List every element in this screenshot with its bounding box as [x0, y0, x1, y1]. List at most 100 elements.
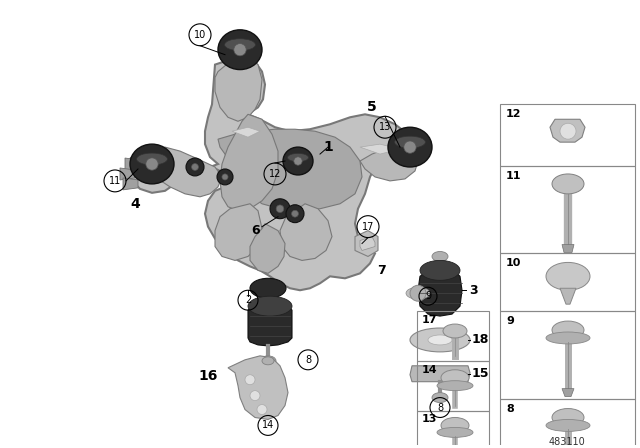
- Text: 8: 8: [305, 355, 311, 365]
- Bar: [500, 311, 635, 399]
- Text: 17: 17: [362, 222, 374, 232]
- Polygon shape: [550, 119, 585, 142]
- Text: 4: 4: [130, 197, 140, 211]
- Text: 15: 15: [471, 367, 489, 380]
- Polygon shape: [562, 389, 574, 396]
- Bar: [417, 410, 489, 448]
- Text: 11: 11: [506, 171, 522, 181]
- Circle shape: [186, 158, 204, 176]
- Circle shape: [292, 210, 298, 217]
- Bar: [500, 104, 635, 166]
- Text: 14: 14: [262, 420, 274, 431]
- Circle shape: [404, 141, 416, 153]
- Polygon shape: [360, 147, 418, 181]
- Polygon shape: [220, 114, 278, 211]
- Polygon shape: [135, 147, 222, 197]
- Ellipse shape: [283, 147, 313, 175]
- Text: 13: 13: [379, 122, 391, 132]
- Polygon shape: [360, 237, 375, 250]
- Text: 3: 3: [470, 284, 478, 297]
- Polygon shape: [410, 366, 470, 382]
- Text: 483110: 483110: [548, 437, 586, 448]
- Polygon shape: [360, 144, 400, 154]
- Polygon shape: [128, 58, 418, 290]
- Circle shape: [234, 43, 246, 56]
- Text: 12: 12: [506, 109, 522, 119]
- Circle shape: [257, 405, 267, 414]
- Polygon shape: [250, 224, 285, 273]
- Circle shape: [276, 205, 284, 212]
- Text: 1: 1: [323, 140, 333, 154]
- Circle shape: [222, 174, 228, 180]
- Text: 8: 8: [506, 404, 514, 414]
- Text: 10: 10: [506, 258, 522, 268]
- Ellipse shape: [437, 427, 473, 437]
- Ellipse shape: [437, 381, 473, 391]
- Circle shape: [146, 158, 158, 170]
- Ellipse shape: [552, 409, 584, 426]
- Circle shape: [217, 169, 233, 185]
- Text: 7: 7: [378, 264, 387, 277]
- Text: 10: 10: [194, 30, 206, 40]
- Bar: [417, 311, 489, 361]
- Ellipse shape: [250, 278, 286, 298]
- Bar: [500, 166, 635, 254]
- Polygon shape: [355, 231, 378, 256]
- Circle shape: [245, 375, 255, 385]
- Text: 18: 18: [471, 333, 489, 346]
- Text: 12: 12: [269, 169, 281, 179]
- Circle shape: [191, 164, 198, 170]
- Text: 14: 14: [422, 365, 438, 375]
- Circle shape: [286, 205, 304, 223]
- Bar: [500, 254, 635, 311]
- Polygon shape: [215, 204, 262, 260]
- Ellipse shape: [136, 153, 168, 165]
- Ellipse shape: [546, 419, 590, 431]
- Ellipse shape: [260, 356, 276, 366]
- Ellipse shape: [420, 260, 460, 280]
- Text: 9: 9: [425, 291, 431, 301]
- Ellipse shape: [443, 324, 467, 338]
- Ellipse shape: [395, 136, 426, 148]
- Text: 2: 2: [245, 295, 251, 305]
- Bar: [500, 399, 635, 448]
- Circle shape: [410, 285, 426, 301]
- Circle shape: [560, 123, 576, 139]
- Ellipse shape: [130, 144, 174, 184]
- Polygon shape: [123, 178, 138, 190]
- Ellipse shape: [552, 174, 584, 194]
- Ellipse shape: [287, 153, 308, 162]
- Circle shape: [250, 391, 260, 401]
- Text: 8: 8: [437, 403, 443, 413]
- Polygon shape: [560, 288, 576, 304]
- Ellipse shape: [428, 335, 452, 345]
- Ellipse shape: [441, 370, 469, 386]
- Ellipse shape: [406, 287, 430, 299]
- Polygon shape: [248, 302, 292, 346]
- Ellipse shape: [546, 263, 590, 290]
- Text: 13: 13: [422, 414, 437, 424]
- Ellipse shape: [410, 328, 470, 352]
- Ellipse shape: [388, 127, 432, 167]
- Polygon shape: [228, 356, 288, 419]
- Polygon shape: [120, 168, 135, 180]
- Polygon shape: [232, 127, 260, 137]
- Polygon shape: [218, 129, 362, 211]
- Ellipse shape: [441, 418, 469, 433]
- Text: 5: 5: [367, 100, 377, 114]
- Circle shape: [270, 199, 290, 219]
- Circle shape: [294, 157, 302, 165]
- Ellipse shape: [248, 296, 292, 316]
- Text: 16: 16: [198, 369, 218, 383]
- Ellipse shape: [225, 39, 255, 51]
- Ellipse shape: [552, 321, 584, 339]
- Ellipse shape: [546, 332, 590, 344]
- Text: 11: 11: [109, 176, 121, 186]
- Ellipse shape: [432, 392, 448, 403]
- Polygon shape: [562, 245, 574, 253]
- Ellipse shape: [218, 30, 262, 69]
- Bar: [417, 361, 489, 410]
- Polygon shape: [418, 267, 462, 316]
- Polygon shape: [125, 158, 140, 170]
- Text: 9: 9: [506, 316, 514, 326]
